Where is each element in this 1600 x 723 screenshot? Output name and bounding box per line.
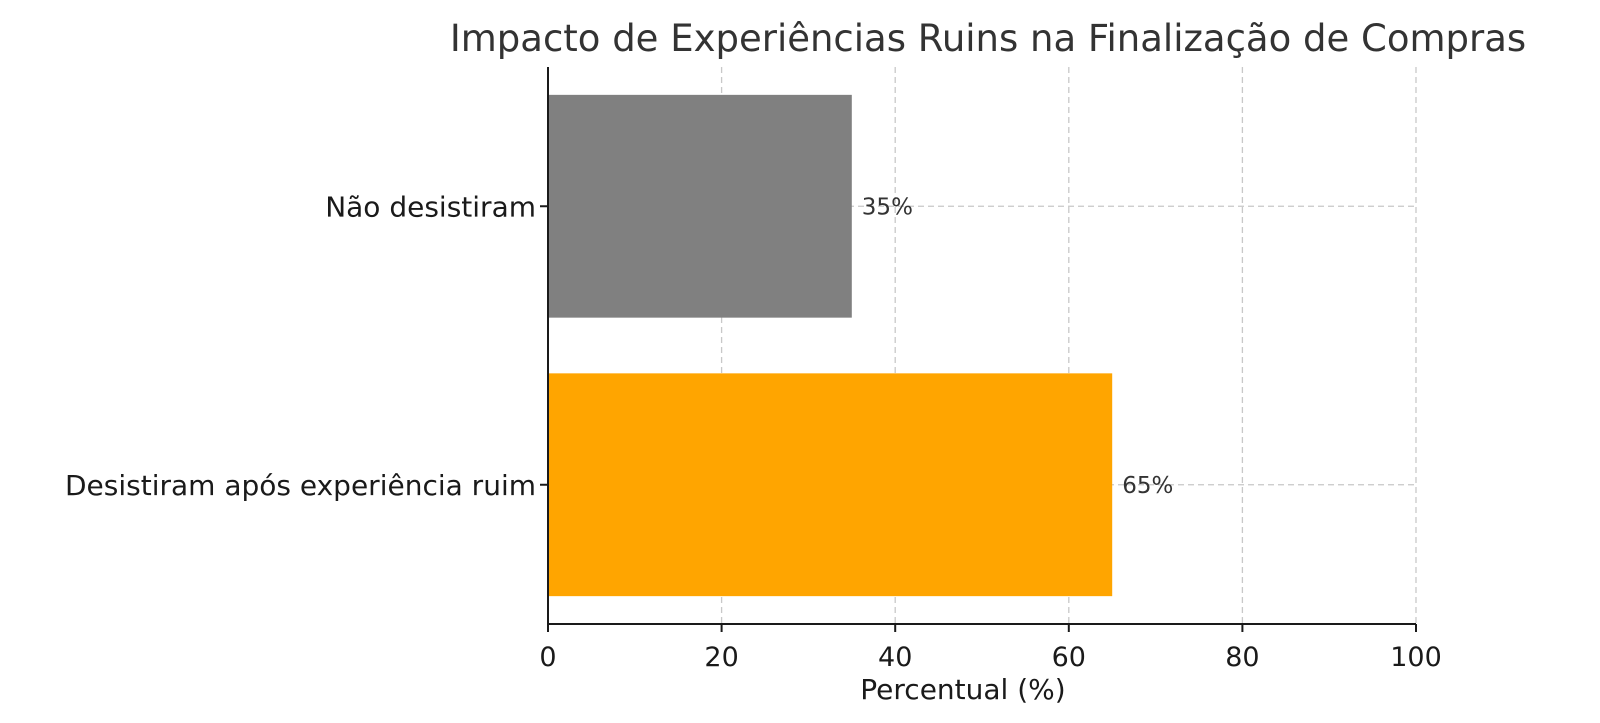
value-label: 35%: [862, 194, 913, 220]
x-axis-title: Percentual (%): [860, 673, 1065, 706]
x-tick-label: 20: [704, 642, 738, 673]
x-tick-label: 0: [539, 642, 556, 673]
category-label: Não desistiram: [325, 190, 536, 223]
labels: 0 20 40 60 80 100 Desistiram após experiência …: [65, 190, 1442, 673]
bar: [548, 94, 852, 318]
bars: [548, 94, 1113, 597]
axes: [540, 67, 1417, 632]
category-label: Desistiram após experiência ruim: [65, 469, 536, 502]
x-tick-label: 60: [1052, 642, 1086, 673]
x-tick-label: 100: [1390, 642, 1442, 673]
bar: [548, 373, 1113, 597]
x-tick-label: 40: [878, 642, 912, 673]
chart-title: Impacto de Experiências Ruins na Finaliz…: [450, 17, 1526, 60]
value-label: 65%: [1122, 473, 1173, 499]
x-tick-label: 80: [1225, 642, 1259, 673]
